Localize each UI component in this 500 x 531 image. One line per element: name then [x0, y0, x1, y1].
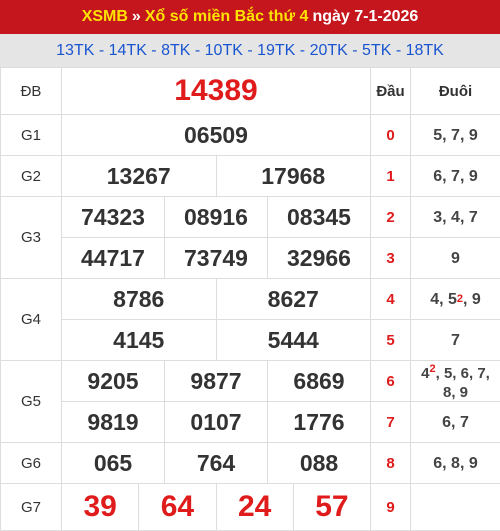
prize-g7: 39 64 24 57	[62, 484, 371, 531]
prize-number: 24	[217, 484, 294, 530]
ticket-codes: 13TK - 14TK - 8TK - 10TK - 19TK - 20TK -…	[0, 34, 500, 67]
loto-tail-7: 6, 7	[411, 402, 500, 443]
loto-head-9: 9	[371, 484, 411, 531]
prize-g1: 06509	[62, 115, 371, 156]
loto-tail-count: 2	[456, 292, 463, 305]
prize-g3-row2: 44717 73749 32966	[62, 238, 371, 279]
loto-head-5: 5	[371, 320, 411, 361]
breadcrumb-separator: »	[131, 8, 141, 25]
loto-head-6: 6	[371, 361, 411, 402]
loto-tail-1: 6, 7, 9	[411, 156, 500, 197]
prize-label-g7: G7	[1, 484, 62, 531]
prize-g5-row2: 9819 0107 1776	[62, 402, 371, 443]
loto-head-2: 2	[371, 197, 411, 238]
prize-number: 9819	[62, 402, 165, 442]
prize-g4-row1: 8786 8627	[62, 279, 371, 320]
prize-number: 14389	[174, 74, 258, 107]
prize-number: 9877	[165, 361, 268, 401]
loto-tail-0: 5, 7, 9	[411, 115, 500, 156]
prize-label-g2: G2	[1, 156, 62, 197]
prize-number: 17968	[261, 162, 326, 189]
prize-number: 6869	[293, 367, 345, 394]
prize-number: 57	[315, 490, 349, 523]
xsmb-link[interactable]: XSMB	[81, 8, 128, 25]
prize-g5-row1: 9205 9877 6869	[62, 361, 371, 402]
loto-head-1: 1	[371, 156, 411, 197]
prize-g4-row2: 4145 5444	[62, 320, 371, 361]
loto-tail-count: 2	[429, 363, 436, 375]
region-link[interactable]: Xổ số miền Bắc thứ 4	[144, 8, 309, 25]
loto-tail-text: 4, 5	[430, 290, 457, 308]
prize-number: 08916	[165, 197, 268, 237]
prize-number: 44717	[62, 238, 165, 278]
loto-tail-header: Đuôi	[411, 68, 500, 115]
prize-label-g1: G1	[1, 115, 62, 156]
loto-tail-3: 9	[411, 238, 500, 279]
prize-g3-row1: 74323 08916 08345	[62, 197, 371, 238]
prize-number: 1776	[293, 408, 345, 435]
prize-number: 4145	[62, 320, 217, 360]
prize-number: 64	[139, 484, 217, 530]
prize-number: 13267	[62, 156, 217, 196]
loto-head-header: Đầu	[371, 68, 411, 115]
prize-number: 8627	[267, 285, 319, 312]
loto-head-4: 4	[371, 279, 411, 320]
prize-g2: 13267 17968	[62, 156, 371, 197]
loto-tail-5: 7	[411, 320, 500, 361]
prize-number: 32966	[287, 244, 351, 271]
prize-number: 8786	[62, 279, 217, 319]
prize-label-g4: G4	[1, 279, 62, 361]
title-bar: XSMB » Xổ số miền Bắc thứ 4 ngày 7-1-202…	[0, 0, 500, 34]
loto-tail-2: 3, 4, 7	[411, 197, 500, 238]
draw-date: ngày 7-1-2026	[312, 8, 419, 25]
prize-label-g3: G3	[1, 197, 62, 279]
prize-number: 74323	[62, 197, 165, 237]
prize-db: 14389	[62, 68, 371, 115]
prize-number: 9205	[62, 361, 165, 401]
loto-head-3: 3	[371, 238, 411, 279]
prize-number: 5444	[267, 326, 319, 353]
loto-tail-text: 4	[421, 365, 430, 382]
prize-number: 764	[165, 443, 268, 483]
prize-number: 73749	[165, 238, 268, 278]
prize-label-g5: G5	[1, 361, 62, 443]
prize-number: 065	[62, 443, 165, 483]
prize-label-g6: G6	[1, 443, 62, 484]
prize-number: 08345	[287, 203, 351, 230]
prize-number: 0107	[165, 402, 268, 442]
prize-number: 06509	[184, 121, 248, 148]
loto-tail-8: 6, 8, 9	[411, 443, 500, 484]
prize-label-db: ĐB	[1, 68, 62, 115]
loto-tail-text: , 5, 6, 7, 8, 9	[435, 365, 490, 401]
loto-head-8: 8	[371, 443, 411, 484]
loto-tail-text: , 9	[463, 290, 481, 308]
prize-g6: 065 764 088	[62, 443, 371, 484]
loto-head-0: 0	[371, 115, 411, 156]
prize-number: 088	[299, 449, 339, 476]
prize-number: 39	[62, 484, 140, 530]
loto-tail-6: 42, 5, 6, 7, 8, 9	[411, 361, 500, 402]
loto-tail-9	[411, 484, 500, 531]
results-table: ĐB 14389 Đầu Đuôi G1 06509 0 5, 7, 9 G2 …	[0, 67, 500, 531]
loto-head-7: 7	[371, 402, 411, 443]
